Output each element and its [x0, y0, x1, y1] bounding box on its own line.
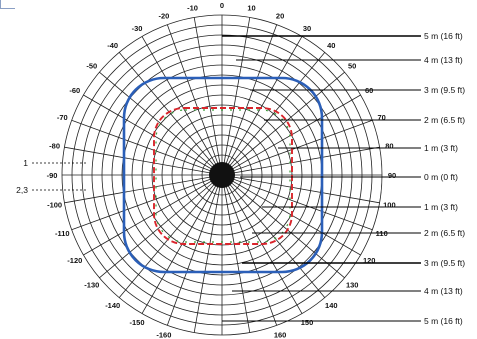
angle-label: 30	[303, 24, 311, 33]
red-zone	[153, 107, 293, 245]
distance-label: 1 m (3 ft)	[424, 202, 458, 212]
distance-leader-lines	[222, 35, 421, 322]
angle-label: 100	[383, 201, 396, 210]
angle-label: -60	[69, 86, 80, 95]
angle-label: 110	[376, 229, 388, 238]
angle-label: 120	[363, 256, 376, 265]
angle-label: 50	[348, 62, 356, 71]
green-zone	[155, 109, 291, 243]
angle-label: -30	[132, 24, 143, 33]
grid-spoke	[193, 17, 223, 176]
angle-label: -100	[47, 201, 62, 210]
angle-label: -110	[55, 229, 70, 238]
grid-spoke	[99, 71, 223, 176]
grid-spoke	[221, 174, 251, 333]
angle-label: -10	[187, 4, 198, 13]
side-marker-label: 1	[23, 158, 28, 168]
angle-label: 40	[327, 41, 335, 50]
grid-spoke	[83, 94, 223, 176]
angle-label: -130	[84, 280, 99, 289]
grid-spoke	[221, 24, 278, 176]
polar-grid	[61, 14, 383, 336]
side-marker-label: 2,3	[16, 185, 28, 195]
distance-label: 2 m (6.5 ft)	[424, 115, 465, 125]
angle-label: -80	[49, 142, 60, 151]
angle-label: -40	[107, 41, 118, 50]
grid-spoke	[99, 174, 223, 279]
grid-spoke	[118, 174, 223, 298]
grid-spoke	[83, 174, 223, 256]
angle-label: 90	[388, 171, 396, 180]
distance-label: 4 m (13 ft)	[424, 55, 463, 65]
distance-label: 5 m (16 ft)	[424, 316, 463, 326]
grid-spoke	[166, 174, 223, 326]
distance-label: 0 m (0 ft)	[424, 172, 458, 182]
grid-spoke	[71, 119, 223, 176]
angle-label: -20	[158, 11, 169, 20]
grid-spoke	[221, 71, 345, 176]
angle-label: 160	[274, 331, 287, 339]
grid-spoke	[221, 174, 345, 279]
distance-label: 5 m (16 ft)	[424, 31, 463, 41]
angle-label: -120	[67, 256, 82, 265]
angle-label: -70	[57, 113, 68, 122]
grid-spoke	[141, 36, 223, 176]
distance-label: 3 m (9.5 ft)	[424, 258, 465, 268]
angle-label: -50	[86, 62, 97, 71]
corner-mark-icon	[0, 0, 15, 9]
angle-label: -160	[156, 331, 171, 339]
angle-label: 60	[365, 86, 373, 95]
angle-labels: 0 10 20 30 40 50 60 70 80 90 100 110 120 130 140 150 160…	[47, 1, 397, 339]
side-markers: 12,3	[16, 158, 88, 195]
angle-label: 150	[301, 318, 314, 327]
grid-spoke	[221, 174, 326, 298]
distance-label: 4 m (13 ft)	[424, 286, 463, 296]
angle-label: -140	[105, 301, 120, 310]
grid-spoke	[166, 24, 223, 176]
angle-label: 140	[325, 301, 338, 310]
angle-label: 0	[220, 1, 224, 10]
grid-spoke	[221, 146, 380, 176]
grid-spoke	[193, 174, 223, 333]
center-blob	[209, 162, 235, 188]
angle-label: 20	[276, 11, 284, 20]
grid-spoke	[221, 52, 326, 176]
grid-spoke	[71, 174, 223, 231]
angle-label: -90	[47, 171, 58, 180]
grid-spoke	[221, 174, 373, 231]
grid-spoke	[64, 146, 223, 176]
angle-label: -150	[129, 318, 144, 327]
grid-spoke	[221, 17, 251, 176]
distance-label: 2 m (6.5 ft)	[424, 228, 465, 238]
blue-zone	[122, 76, 324, 274]
distance-labels: 5 m (16 ft) 4 m (13 ft) 3 m (9.5 ft) 2 m (6…	[424, 31, 465, 326]
angle-label: 80	[385, 142, 393, 151]
distance-label: 1 m (3 ft)	[424, 143, 458, 153]
angle-label: 70	[378, 113, 386, 122]
angle-label: 10	[247, 4, 255, 13]
grid-spoke	[221, 174, 278, 326]
grid-spoke	[118, 52, 223, 176]
coverage-zones	[122, 76, 324, 274]
grid-spoke	[221, 174, 380, 204]
grid-spoke	[64, 174, 223, 204]
distance-label: 3 m (9.5 ft)	[424, 85, 465, 95]
angle-label: 130	[346, 280, 359, 289]
